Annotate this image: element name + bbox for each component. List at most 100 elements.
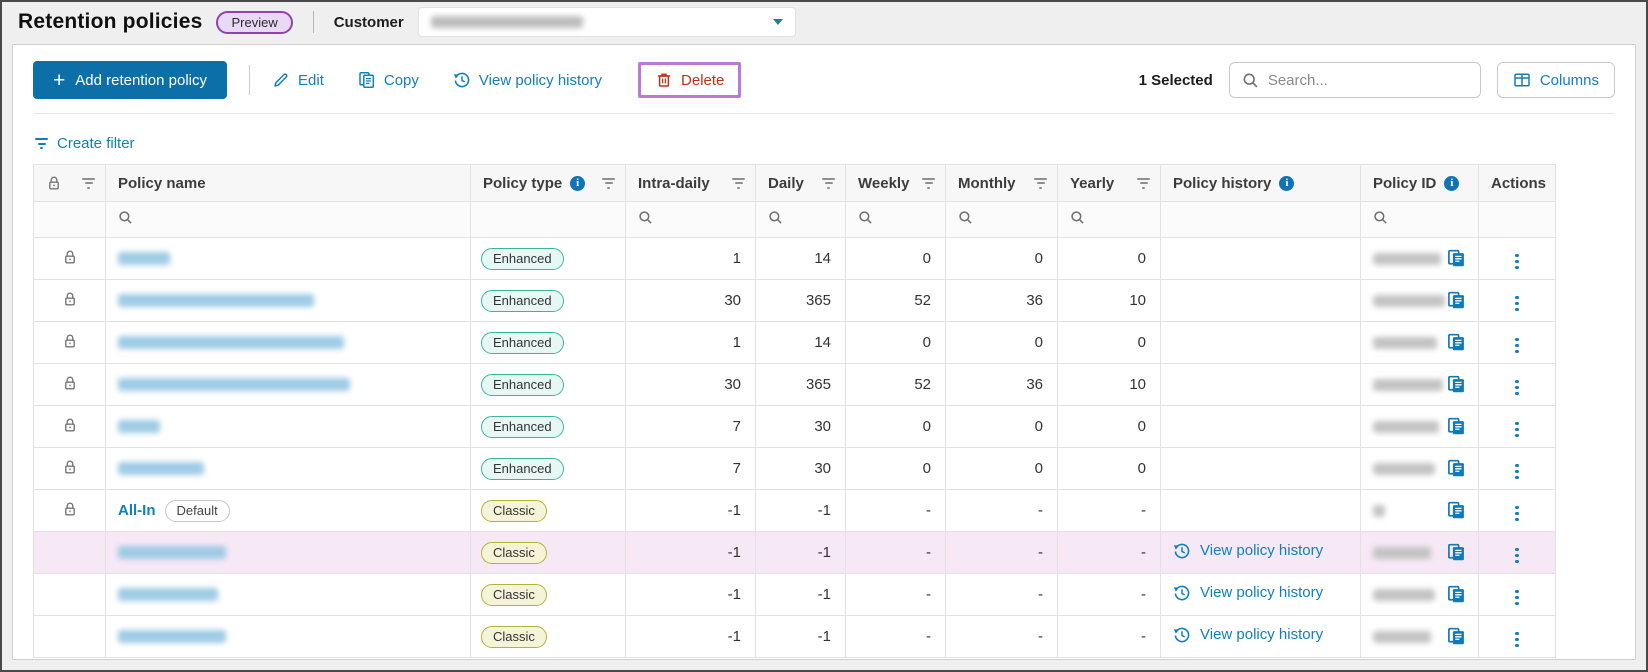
row-actions-kebab-icon[interactable] (1511, 334, 1523, 358)
table-row[interactable]: Classic -1 -1 - - - View policy history (33, 615, 1556, 658)
row-actions-kebab-icon[interactable] (1511, 586, 1523, 610)
create-filter-button[interactable]: Create filter (35, 135, 135, 152)
header-policy-id: Policy ID (1360, 164, 1479, 202)
filter-cell-yearly[interactable] (1057, 201, 1161, 238)
intra-daily-value: 30 (625, 363, 756, 406)
filter-cell-monthly[interactable] (945, 201, 1058, 238)
policy-name-redacted[interactable] (118, 420, 160, 433)
table-row[interactable]: Classic -1 -1 - - - View policy history (33, 573, 1556, 616)
daily-value: 14 (755, 321, 846, 364)
daily-value: 365 (755, 279, 846, 322)
header-policy-history: Policy history (1160, 164, 1361, 202)
row-actions-kebab-icon[interactable] (1511, 502, 1523, 526)
actions-cell (1478, 615, 1556, 658)
lock-icon (62, 417, 78, 433)
column-filter-icon[interactable] (1137, 177, 1150, 189)
column-filter-icon[interactable] (602, 177, 615, 189)
policy-name-redacted[interactable] (118, 462, 204, 475)
policy-type-cell: Classic (470, 531, 626, 574)
delete-button[interactable]: Delete (655, 71, 724, 89)
columns-button[interactable]: Columns (1496, 62, 1615, 98)
header-weekly: Weekly (845, 164, 946, 202)
policy-name-cell (105, 321, 471, 364)
copy-policy-id-icon[interactable] (1447, 501, 1466, 520)
table-row[interactable]: Classic -1 -1 - - - View policy history (33, 531, 1556, 574)
row-history-link[interactable]: View policy history (1173, 626, 1323, 644)
policy-type-badge: Enhanced (481, 415, 564, 438)
table-row[interactable]: Enhanced 7 30 0 0 0 (33, 405, 1556, 448)
policy-name-redacted[interactable] (118, 294, 314, 307)
copy-policy-id-icon[interactable] (1447, 375, 1466, 394)
filter-cell-weekly[interactable] (845, 201, 946, 238)
copy-policy-id-icon[interactable] (1447, 543, 1466, 562)
filter-cell-daily[interactable] (755, 201, 846, 238)
view-policy-history-label: View policy history (478, 71, 603, 89)
column-filter-icon[interactable] (822, 177, 835, 189)
policy-name-redacted[interactable] (118, 588, 218, 601)
policy-name-redacted[interactable] (118, 336, 344, 349)
policy-id-cell (1360, 237, 1479, 280)
table-row[interactable]: All-In Default Classic -1 -1 - - - (33, 489, 1556, 532)
info-icon[interactable] (570, 175, 586, 191)
column-filter-icon[interactable] (922, 177, 935, 189)
filter-cell-policy-name[interactable] (105, 201, 471, 238)
row-actions-kebab-icon[interactable] (1511, 544, 1523, 568)
table-row[interactable]: Enhanced 30 365 52 36 10 (33, 279, 1556, 322)
policy-name-redacted[interactable] (118, 378, 350, 391)
lock-cell (33, 237, 106, 280)
policy-name-redacted[interactable] (118, 546, 226, 559)
copy-policy-id-icon[interactable] (1447, 417, 1466, 436)
table-row[interactable]: Enhanced 1 14 0 0 0 (33, 237, 1556, 280)
row-history-link[interactable]: View policy history (1173, 584, 1323, 602)
row-actions-kebab-icon[interactable] (1511, 250, 1523, 274)
policy-history-cell (1160, 447, 1361, 490)
policy-id-redacted (1373, 462, 1435, 475)
row-actions-kebab-icon[interactable] (1511, 628, 1523, 652)
row-actions-kebab-icon[interactable] (1511, 376, 1523, 400)
policy-id-cell (1360, 405, 1479, 448)
yearly-value: - (1057, 531, 1161, 574)
column-filter-icon[interactable] (82, 177, 95, 189)
row-actions-kebab-icon[interactable] (1511, 292, 1523, 316)
view-policy-history-button[interactable]: View policy history (453, 71, 602, 89)
edit-button[interactable]: Edit (272, 71, 324, 89)
copy-policy-id-icon[interactable] (1447, 333, 1466, 352)
copy-button[interactable]: Copy (358, 71, 419, 89)
chevron-down-icon (772, 19, 783, 25)
policy-name-cell (105, 405, 471, 448)
filter-cell-intra-daily[interactable] (625, 201, 756, 238)
column-filter-icon[interactable] (732, 177, 745, 189)
global-search-box[interactable] (1228, 62, 1481, 98)
header-policy-type: Policy type (470, 164, 626, 202)
policy-name-link[interactable]: All-In (118, 502, 156, 519)
copy-policy-id-icon[interactable] (1447, 291, 1466, 310)
search-icon (1242, 72, 1259, 89)
column-filter-icon[interactable] (1034, 177, 1047, 189)
copy-policy-id-icon[interactable] (1447, 627, 1466, 646)
search-input[interactable] (1267, 71, 1468, 89)
row-history-link[interactable]: View policy history (1173, 542, 1323, 560)
header-divider (312, 11, 314, 33)
default-badge: Default (164, 499, 230, 522)
table-row[interactable]: Enhanced 7 30 0 0 0 (33, 447, 1556, 490)
weekly-value: - (845, 573, 946, 616)
row-actions-kebab-icon[interactable] (1511, 418, 1523, 442)
info-icon[interactable] (1444, 175, 1460, 191)
lock-cell (33, 321, 106, 364)
table-row[interactable]: Enhanced 30 365 52 36 10 (33, 363, 1556, 406)
add-retention-policy-button[interactable]: + Add retention policy (33, 61, 228, 99)
copy-policy-id-icon[interactable] (1447, 585, 1466, 604)
customer-dropdown[interactable] (417, 7, 796, 37)
policy-type-badge: Enhanced (481, 289, 564, 312)
filter-cell-empty (1160, 201, 1361, 238)
copy-icon (358, 71, 376, 89)
policy-name-redacted[interactable] (118, 630, 226, 643)
info-icon[interactable] (1279, 175, 1295, 191)
filter-cell-policy-id[interactable] (1360, 201, 1479, 238)
lock-cell (33, 573, 106, 616)
copy-policy-id-icon[interactable] (1447, 249, 1466, 268)
table-row[interactable]: Enhanced 1 14 0 0 0 (33, 321, 1556, 364)
row-actions-kebab-icon[interactable] (1511, 460, 1523, 484)
policy-name-redacted[interactable] (118, 252, 170, 265)
copy-policy-id-icon[interactable] (1447, 459, 1466, 478)
